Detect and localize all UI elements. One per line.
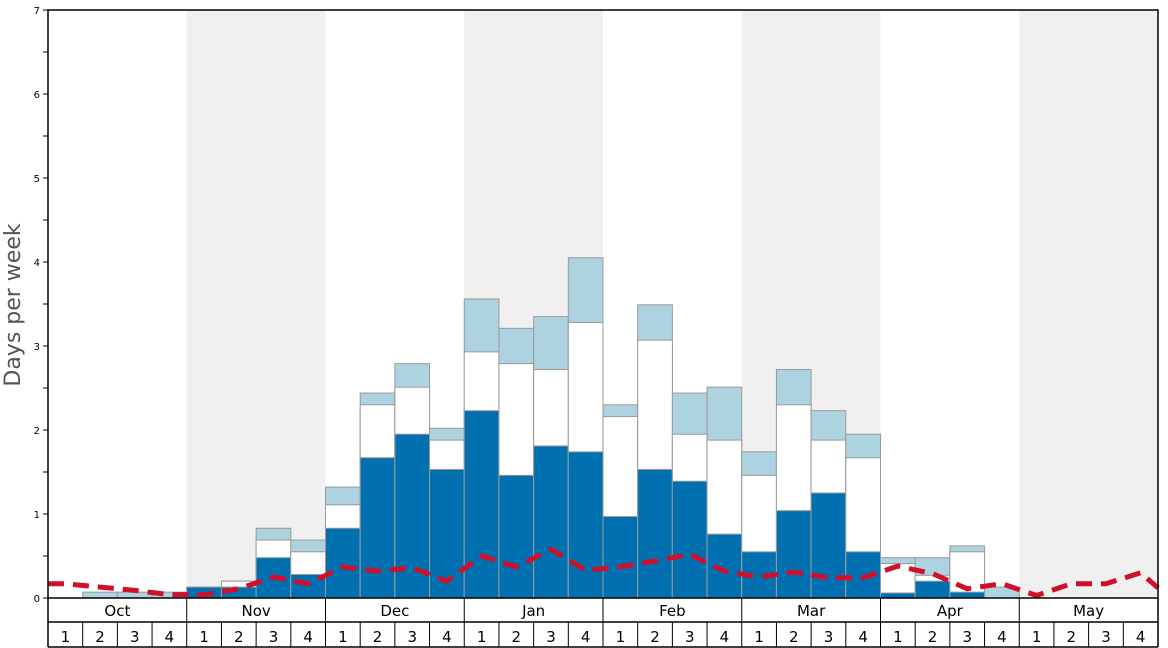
y-tick-label: 7 [34, 6, 40, 17]
week-label: 4 [581, 628, 591, 646]
y-tick-label: 2 [34, 426, 40, 437]
bar-dark [325, 527, 361, 599]
week-label: 2 [1067, 628, 1077, 646]
week-label: 2 [234, 628, 244, 646]
bar-dark [949, 591, 986, 599]
week-label: 1 [1032, 628, 1042, 646]
y-tick-label: 1 [34, 510, 40, 521]
month-label: Nov [241, 602, 270, 620]
bar-dark [498, 474, 535, 599]
bar-dark [775, 510, 812, 599]
month-band [1019, 10, 1158, 598]
bar-dark [463, 410, 500, 599]
month-label: Oct [104, 602, 130, 620]
y-tick-label: 3 [34, 342, 40, 353]
bar-dark [914, 580, 951, 599]
bar-light [116, 591, 153, 599]
bar-dark [533, 445, 569, 599]
bar-dark [706, 533, 743, 599]
week-label: 4 [720, 628, 730, 646]
month-label: Dec [380, 602, 409, 620]
week-label: 1 [893, 628, 903, 646]
week-label: 1 [199, 628, 209, 646]
week-label: 3 [269, 628, 279, 646]
week-label: 4 [165, 628, 175, 646]
week-label: 3 [1101, 628, 1111, 646]
y-tick-label: 5 [34, 174, 40, 185]
week-label: 1 [616, 628, 626, 646]
month-label: Mar [797, 602, 826, 620]
week-label: 1 [754, 628, 764, 646]
y-axis-title: Days per week [1, 223, 26, 386]
y-tick-label: 4 [34, 258, 40, 269]
month-label: Jan [521, 602, 545, 620]
month-label: May [1073, 602, 1104, 620]
bar-dark [602, 516, 639, 599]
bar-dark [810, 492, 847, 599]
bar-dark [429, 468, 465, 599]
week-label: 1 [338, 628, 348, 646]
x-axis-table: Oct 1 2 3 4 Nov 1 2 3 4 Dec 1 2 3 4 Jan 1 2 3 4 Feb 1 2 3 4 Mar 1 2… [47, 598, 1159, 648]
trend-line [48, 546, 1160, 599]
week-label: 1 [477, 628, 487, 646]
bar-light [82, 591, 118, 599]
week-label: 1 [61, 628, 71, 646]
trend-line-series [48, 546, 1160, 599]
month-label: Feb [659, 602, 686, 620]
week-label: 4 [303, 628, 313, 646]
week-label: 3 [546, 628, 556, 646]
bar-dark [567, 451, 604, 599]
week-label: 2 [789, 628, 799, 646]
week-label: 3 [130, 628, 140, 646]
week-label: 3 [685, 628, 695, 646]
week-label: 2 [928, 628, 938, 646]
y-tick-label: 6 [34, 90, 40, 101]
month-label: Apr [937, 602, 964, 620]
week-label: 4 [997, 628, 1007, 646]
bar-dark [637, 468, 673, 599]
bar-dark [359, 457, 396, 599]
week-label: 4 [1136, 628, 1146, 646]
y-tick-label: 0 [34, 594, 40, 605]
week-label: 2 [373, 628, 383, 646]
month-band [186, 10, 326, 598]
week-label: 2 [512, 628, 522, 646]
week-label: 2 [95, 628, 105, 646]
week-label: 4 [442, 628, 452, 646]
week-label: 2 [650, 628, 660, 646]
week-label: 4 [858, 628, 868, 646]
bar-dark [880, 592, 916, 599]
week-label: 3 [962, 628, 972, 646]
week-label: 3 [407, 628, 417, 646]
bar-dark [671, 480, 708, 599]
week-label: 3 [824, 628, 834, 646]
